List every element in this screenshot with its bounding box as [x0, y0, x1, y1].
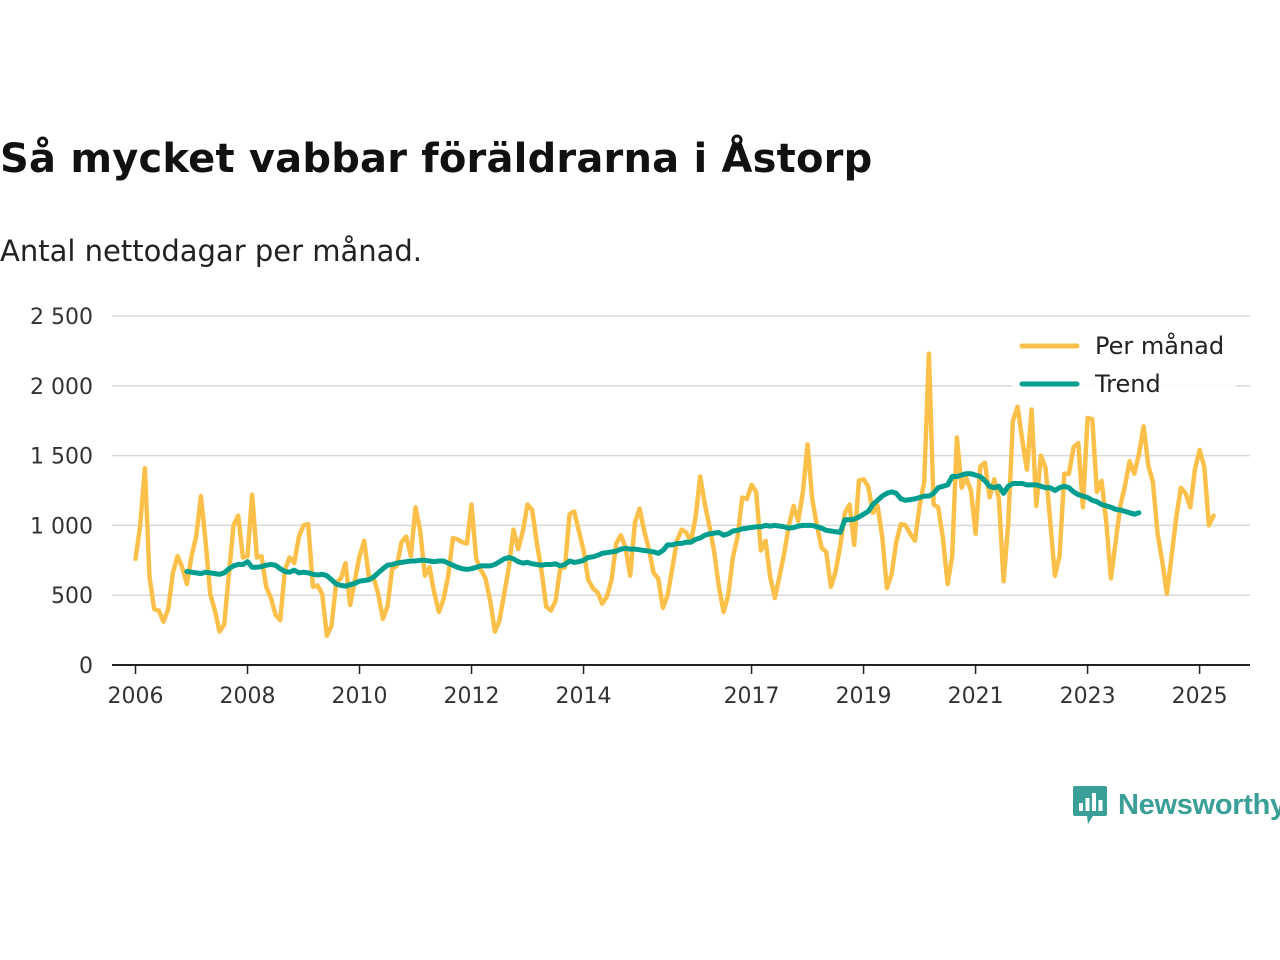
- legend-label: Per månad: [1095, 331, 1224, 360]
- y-tick-label: 500: [51, 584, 93, 609]
- x-tick-label: 2025: [1172, 684, 1228, 709]
- x-tick-label: 2012: [444, 684, 500, 709]
- legend-label: Trend: [1094, 370, 1161, 398]
- y-tick-label: 1 500: [30, 445, 93, 470]
- x-tick-label: 2023: [1060, 684, 1116, 709]
- legend-item-trend: Trend: [1019, 370, 1161, 398]
- x-tick-label: 2019: [836, 684, 892, 709]
- brand-name: Newsworthy: [1118, 788, 1280, 821]
- trend-series-line: [184, 471, 1142, 589]
- legend-background: [1012, 326, 1236, 404]
- axes: 0 500 1 000 1 500 2 000 2 500 2006 2008 2010 2012…: [30, 305, 1250, 709]
- bar-chart-speech-bubble-icon: [1073, 786, 1107, 824]
- legend: Per månad Trend: [1012, 326, 1236, 404]
- y-tick-label: 1 000: [30, 514, 93, 539]
- legend-item-monthly: Per månad: [1019, 331, 1224, 360]
- y-tick-label: 2 000: [30, 375, 93, 400]
- series: [133, 351, 1216, 638]
- brand-logo: Newsworthy: [1072, 784, 1280, 826]
- x-tick-label: 2010: [332, 684, 388, 709]
- y-tick-label: 0: [79, 654, 93, 679]
- x-tick-label: 2017: [724, 684, 780, 709]
- x-tick-label: 2006: [108, 684, 164, 709]
- x-tick-label: 2014: [556, 684, 612, 709]
- monthly-series-line: [133, 351, 1216, 638]
- x-tick-label: 2021: [948, 684, 1004, 709]
- chart-title: Så mycket vabbar föräldrarna i Åstorp: [0, 136, 873, 182]
- y-tick-label: 2 500: [30, 305, 93, 330]
- chart-subtitle: Antal nettodagar per månad.: [0, 234, 423, 268]
- x-tick-label: 2008: [220, 684, 276, 709]
